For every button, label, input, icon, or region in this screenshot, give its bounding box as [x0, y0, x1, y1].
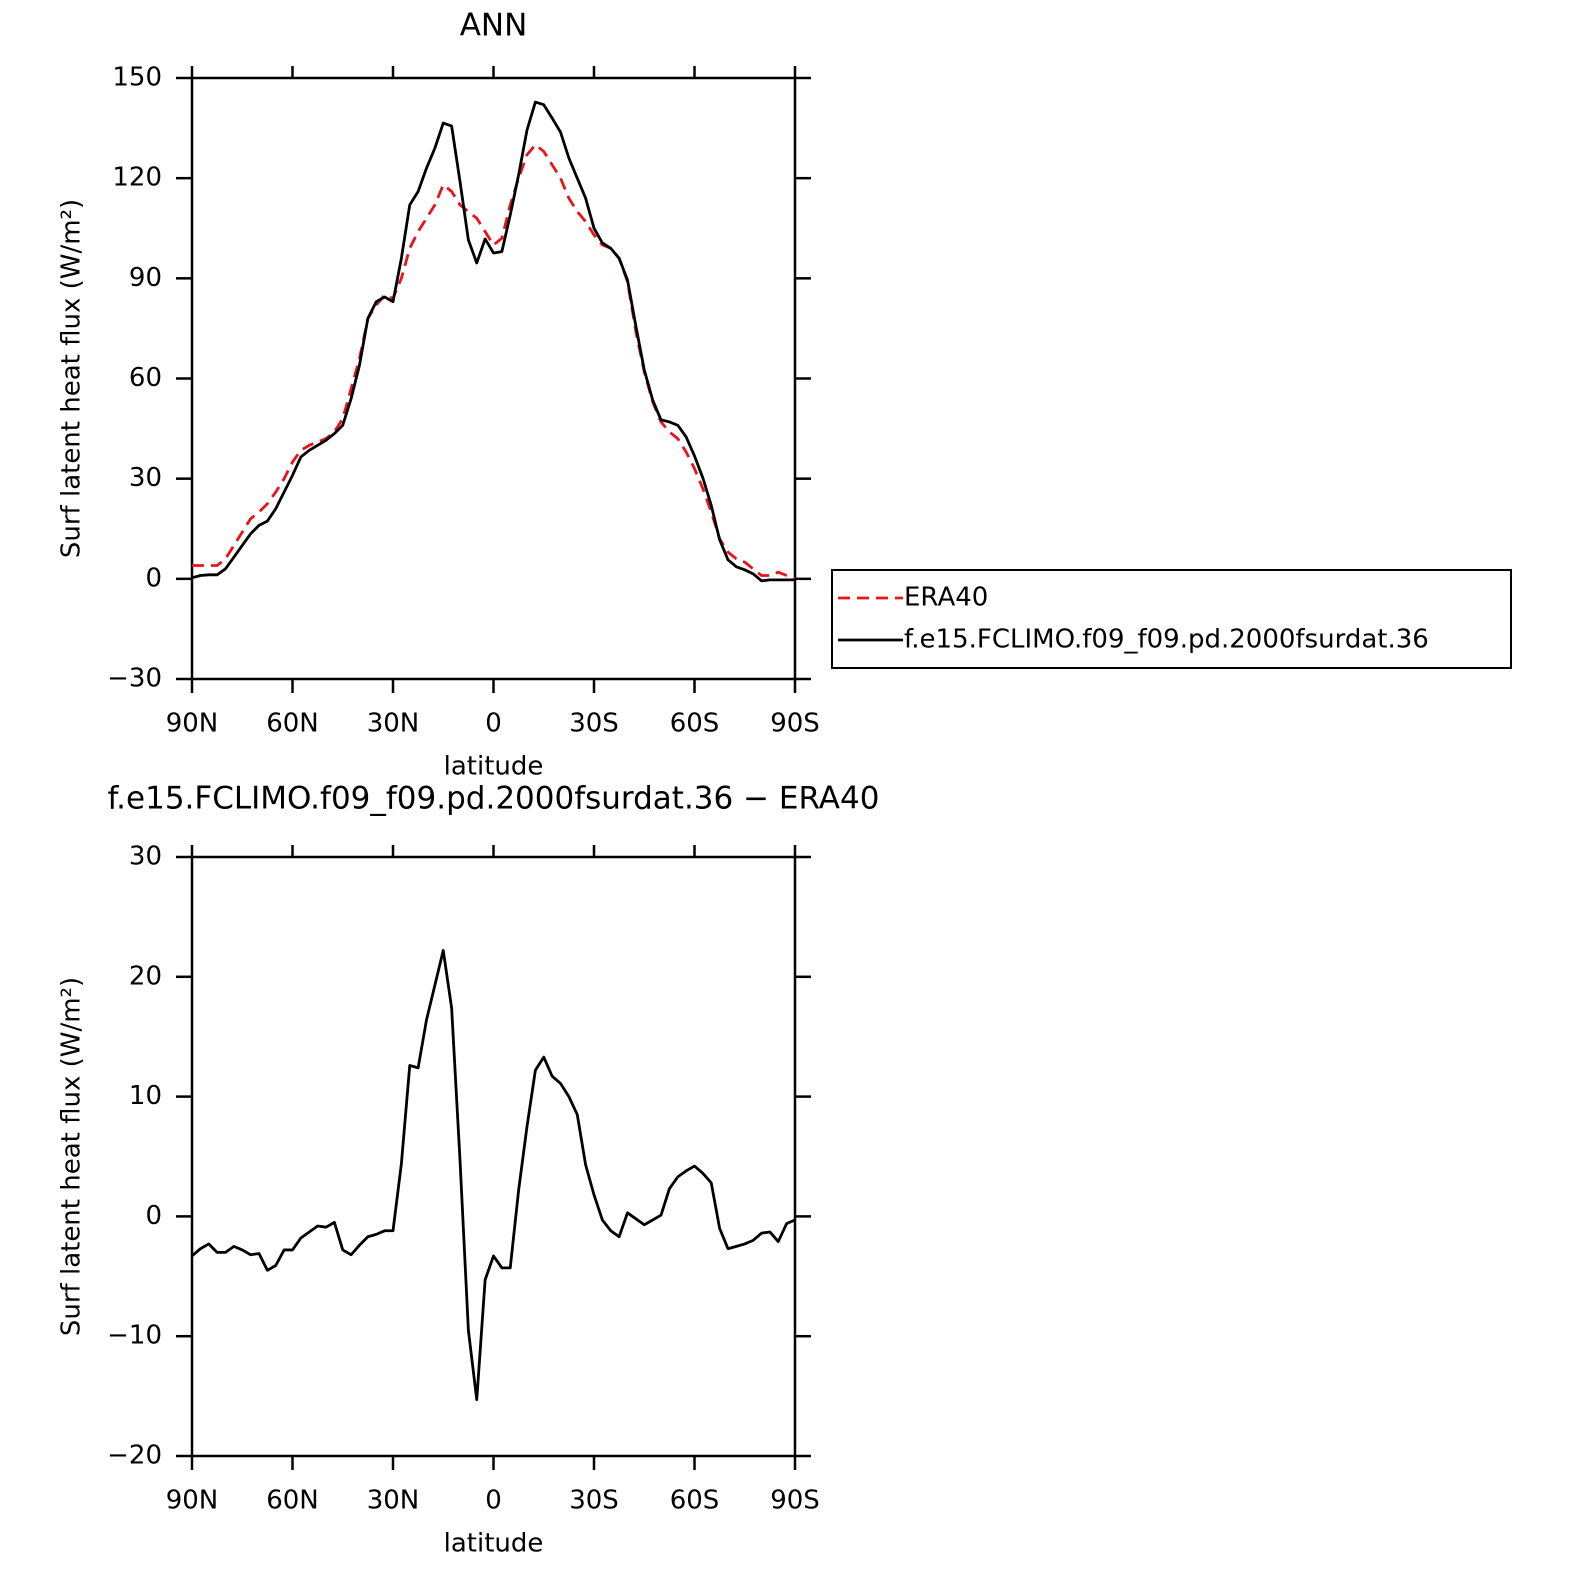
y-tick-label: 30	[129, 463, 162, 493]
x-tick-label: 30N	[367, 709, 420, 739]
y-tick-label: 10	[129, 1081, 162, 1111]
y-tick-label: 20	[129, 961, 162, 991]
y-tick-label: 0	[145, 563, 162, 593]
x-axis-label: latitude	[444, 1529, 544, 1559]
x-axis-label: latitude	[444, 752, 544, 782]
plot-frame	[190, 855, 797, 1458]
x-tick-label: 60N	[266, 709, 319, 739]
legend-box	[831, 569, 1512, 669]
y-tick-label: −30	[107, 664, 162, 694]
y-axis-label: Surf latent heat flux (W/m²)	[57, 199, 87, 558]
y-tick-label: 60	[129, 363, 162, 393]
y-tick-label: 150	[112, 63, 162, 93]
y-tick-label: −10	[107, 1321, 162, 1351]
x-tick-label: 60S	[670, 1486, 720, 1516]
x-tick-label: 0	[485, 1486, 502, 1516]
y-tick-label: 120	[112, 163, 162, 193]
x-tick-label: 90S	[770, 709, 820, 739]
x-tick-label: 30S	[569, 1486, 619, 1516]
y-tick-label: 0	[145, 1201, 162, 1231]
x-tick-label: 30N	[367, 1486, 420, 1516]
legend-label: f.e15.FCLIMO.f09_f09.pd.2000fsurdat.36	[904, 625, 1429, 655]
plot-frame	[190, 76, 797, 681]
x-tick-label: 90N	[166, 709, 219, 739]
x-tick-label: 0	[485, 709, 502, 739]
x-tick-label: 60N	[266, 1486, 319, 1516]
x-tick-label: 90N	[166, 1486, 219, 1516]
x-tick-label: 60S	[670, 709, 720, 739]
chart-title: f.e15.FCLIMO.f09_f09.pd.2000fsurdat.36 −…	[108, 781, 880, 817]
data-line	[192, 143, 796, 581]
chart-title: ANN	[460, 8, 528, 44]
y-axis-label: Surf latent heat flux (W/m²)	[57, 977, 87, 1336]
legend-label: ERA40	[904, 583, 988, 613]
data-line	[191, 100, 795, 583]
x-tick-label: 90S	[770, 1486, 820, 1516]
data-line	[191, 949, 796, 1402]
y-tick-label: 30	[129, 842, 162, 872]
y-tick-label: −20	[107, 1441, 162, 1471]
x-tick-label: 30S	[569, 709, 619, 739]
y-tick-label: 90	[129, 263, 162, 293]
